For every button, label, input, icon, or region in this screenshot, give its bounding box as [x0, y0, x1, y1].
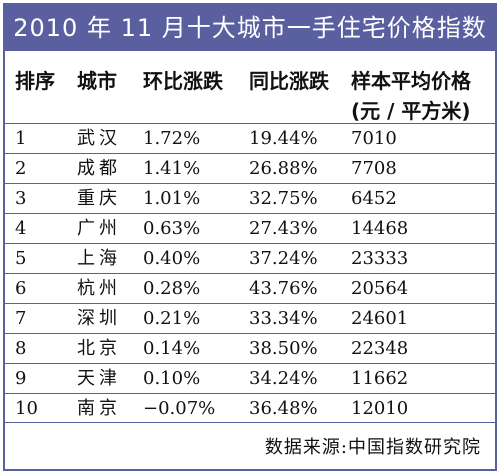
cell-yoy: 27.43%: [249, 218, 318, 239]
source-note: 数据来源:中国指数研究院: [264, 437, 481, 458]
table-row: 5 上海 0.40% 37.24% 23333: [5, 243, 495, 273]
cell-yoy: 43.76%: [249, 278, 318, 299]
cell-price: 22348: [351, 338, 409, 359]
cell-price: 6452: [351, 188, 397, 209]
cell-price: 7708: [351, 158, 397, 179]
cell-rank: 8: [15, 338, 27, 359]
header-mom: 环比涨跌: [143, 69, 223, 93]
cell-rank: 7: [15, 308, 27, 329]
cell-city: 南京: [77, 398, 121, 419]
header-yoy: 同比涨跌: [249, 69, 329, 93]
table-row: 6 杭州 0.28% 43.76% 20564: [5, 273, 495, 303]
cell-mom: 0.21%: [143, 308, 201, 329]
cell-city: 广州: [77, 218, 121, 239]
cell-rank: 9: [15, 368, 27, 389]
cell-price: 7010: [351, 128, 397, 149]
cell-price: 12010: [351, 398, 409, 419]
table-row: 4 广州 0.63% 27.43% 14468: [5, 213, 495, 243]
cell-city: 天津: [77, 368, 121, 389]
table-row: 1 武汉 1.72% 19.44% 7010: [5, 123, 495, 153]
cell-city: 北京: [77, 338, 121, 359]
table-header: 排序 城市 环比涨跌 同比涨跌 样本平均价格 (元 / 平方米): [5, 51, 495, 123]
table-row: 10 南京 −0.07% 36.48% 12010: [5, 393, 495, 423]
cell-price: 14468: [351, 218, 409, 239]
cell-mom: 1.01%: [143, 188, 201, 209]
cell-city: 深圳: [77, 308, 121, 329]
price-index-table: 2010 年 11 月十大城市一手住宅价格指数 排序 城市 环比涨跌 同比涨跌 …: [3, 3, 497, 471]
cell-city: 上海: [77, 248, 121, 269]
cell-rank: 3: [15, 188, 27, 209]
cell-mom: −0.07%: [143, 398, 216, 419]
cell-mom: 0.40%: [143, 248, 201, 269]
cell-yoy: 37.24%: [249, 248, 318, 269]
cell-yoy: 38.50%: [249, 338, 318, 359]
cell-rank: 2: [15, 158, 27, 179]
header-city: 城市: [77, 69, 117, 93]
cell-city: 成都: [77, 158, 121, 179]
cell-city: 武汉: [77, 128, 121, 149]
cell-rank: 5: [15, 248, 27, 269]
cell-mom: 0.14%: [143, 338, 201, 359]
cell-mom: 0.28%: [143, 278, 201, 299]
cell-mom: 0.10%: [143, 368, 201, 389]
table-row: 2 成都 1.41% 26.88% 7708: [5, 153, 495, 183]
cell-yoy: 34.24%: [249, 368, 318, 389]
cell-city: 重庆: [77, 188, 121, 209]
header-price: 样本平均价格: [351, 69, 471, 93]
table-row: 3 重庆 1.01% 32.75% 6452: [5, 183, 495, 213]
cell-price: 20564: [351, 278, 409, 299]
cell-mom: 1.72%: [143, 128, 201, 149]
cell-yoy: 32.75%: [249, 188, 318, 209]
cell-yoy: 19.44%: [249, 128, 318, 149]
header-price-unit: (元 / 平方米): [351, 99, 471, 123]
cell-mom: 0.63%: [143, 218, 201, 239]
table-row: 9 天津 0.10% 34.24% 11662: [5, 363, 495, 393]
cell-price: 24601: [351, 308, 409, 329]
cell-yoy: 36.48%: [249, 398, 318, 419]
cell-price: 11662: [351, 368, 409, 389]
cell-city: 杭州: [77, 278, 121, 299]
cell-yoy: 26.88%: [249, 158, 318, 179]
cell-yoy: 33.34%: [249, 308, 318, 329]
cell-rank: 6: [15, 278, 27, 299]
table-title: 2010 年 11 月十大城市一手住宅价格指数: [5, 5, 495, 51]
table-row: 8 北京 0.14% 38.50% 22348: [5, 333, 495, 363]
cell-rank: 4: [15, 218, 27, 239]
cell-mom: 1.41%: [143, 158, 201, 179]
cell-rank: 1: [15, 128, 27, 149]
table-row: 7 深圳 0.21% 33.34% 24601: [5, 303, 495, 333]
header-rank: 排序: [15, 69, 55, 93]
cell-price: 23333: [351, 248, 409, 269]
cell-rank: 10: [15, 398, 38, 419]
